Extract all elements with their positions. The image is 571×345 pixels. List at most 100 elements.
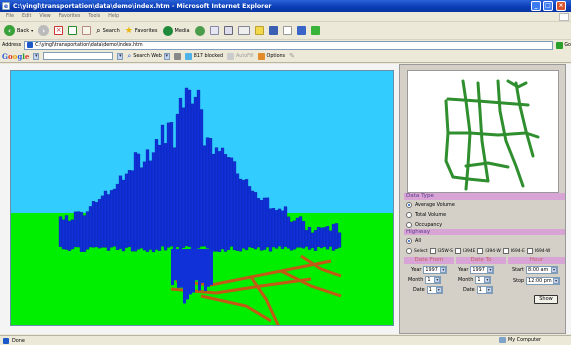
to-year-select[interactable]: 1997 ▾ — [470, 266, 495, 274]
go-button[interactable]: Go — [556, 41, 571, 49]
edit-icon[interactable] — [237, 26, 250, 35]
back-button[interactable]: ‹ Back ▾ — [4, 25, 33, 36]
google-search-input[interactable] — [43, 52, 114, 60]
popup-blocker-button[interactable]: 817 blocked — [184, 52, 223, 60]
google-menu-dropdown[interactable]: ▾ — [33, 52, 40, 60]
radio-average-volume-input[interactable] — [406, 202, 412, 208]
folder-icon[interactable] — [254, 26, 264, 35]
menu-help[interactable]: Help — [108, 14, 120, 19]
to-date-value: 1 — [478, 287, 482, 293]
stop-icon[interactable]: × — [54, 26, 64, 35]
address-label: Address — [2, 42, 22, 48]
chevron-down-icon: ▾ — [440, 267, 447, 273]
volume-bar — [183, 249, 186, 304]
minimize-button[interactable]: _ — [531, 1, 541, 11]
autofill-button[interactable]: AutoFill — [227, 52, 254, 60]
road-segment — [249, 276, 280, 325]
pagerank-icon[interactable] — [173, 52, 181, 60]
from-date-select[interactable]: 1 ▾ — [426, 286, 443, 294]
radio-occupancy[interactable]: Occupancy — [406, 222, 442, 228]
radio-average-volume[interactable]: Average Volume — [406, 202, 455, 208]
stop-hour-select[interactable]: 12:00 pm ▾ — [526, 277, 561, 285]
volume-bar — [199, 109, 204, 247]
security-zone: My Computer — [499, 337, 541, 343]
window-title: C:\yingl\transportation\data\demo\index.… — [13, 2, 272, 10]
radio-occupancy-input[interactable] — [406, 222, 412, 228]
home-icon[interactable] — [82, 26, 92, 35]
close-button[interactable]: × — [556, 1, 566, 11]
research-icon[interactable] — [282, 26, 292, 35]
search-web-label: Search Web — [133, 53, 162, 59]
volume-bar — [274, 210, 279, 249]
volume-bar — [207, 249, 210, 287]
checkbox-i694-w[interactable] — [526, 248, 533, 254]
checkbox-i394-w[interactable] — [477, 248, 484, 254]
volume-bar — [79, 212, 84, 252]
maximize-button[interactable]: □ — [543, 1, 553, 11]
volume-bar — [136, 153, 141, 250]
extra-tool-icon[interactable] — [310, 26, 320, 35]
checkbox-i394e-label: I394E — [462, 248, 476, 254]
search-web-dropdown[interactable]: ▾ — [163, 52, 170, 60]
data-type-heading: Data Type — [404, 193, 565, 200]
volume-bar — [310, 232, 315, 249]
address-bar: Address C:\yingl\transportation\data\dem… — [0, 40, 571, 50]
menu-file[interactable]: File — [6, 14, 15, 19]
radio-select-input[interactable] — [406, 248, 412, 254]
refresh-icon[interactable] — [68, 26, 78, 35]
highway-minimap[interactable] — [407, 70, 559, 193]
volume-bar — [262, 197, 267, 250]
back-dropdown-icon[interactable]: ▾ — [31, 28, 34, 33]
volume-bar — [97, 199, 102, 249]
menu-favorites[interactable]: Favorites — [58, 14, 81, 19]
options-button[interactable]: Options — [257, 52, 285, 60]
volume-bar — [175, 113, 180, 248]
print-icon[interactable] — [223, 26, 233, 35]
checkbox-i694-w-label: I694-W — [534, 248, 551, 254]
volume-bar — [214, 147, 219, 252]
address-input[interactable]: C:\yingl\transportation\data\demo\index.… — [24, 40, 554, 50]
volume-bar — [235, 173, 240, 251]
volume-bar — [217, 151, 222, 252]
from-month-select[interactable]: 1 ▾ — [425, 276, 442, 284]
checkbox-i35w-s[interactable] — [429, 248, 436, 254]
start-hour-field: Start 8:00 am ▾ — [512, 266, 558, 274]
radio-total-volume[interactable]: Total Volume — [406, 212, 446, 218]
menu-edit[interactable]: Edit — [22, 14, 32, 19]
favorites-button[interactable]: ★ Favorites — [125, 26, 158, 36]
search-web-button[interactable]: ⌕ Search Web ▾ — [127, 52, 170, 61]
to-month-select[interactable]: 1 ▾ — [475, 276, 492, 284]
volume-bar — [174, 249, 177, 281]
radio-all-input[interactable] — [406, 238, 412, 244]
radio-all-highways[interactable]: All — [406, 238, 421, 244]
traffic-3d-view[interactable] — [10, 70, 394, 326]
checkbox-i694-e[interactable] — [502, 248, 509, 254]
media-button[interactable]: Media — [162, 25, 190, 36]
to-year-label: Year — [458, 267, 469, 273]
volume-bar — [166, 122, 171, 248]
traffic-3d-scene — [58, 87, 342, 325]
from-date-value: 1 — [428, 287, 432, 293]
radio-total-volume-input[interactable] — [406, 212, 412, 218]
volume-bar — [204, 249, 207, 292]
volume-bar — [328, 230, 333, 247]
checkbox-i394e[interactable] — [454, 248, 461, 254]
media-label: Media — [174, 27, 190, 34]
forward-arrow-icon[interactable]: › — [38, 25, 50, 36]
pen-icon[interactable]: ✎ — [289, 52, 295, 60]
volume-bar — [192, 249, 195, 293]
to-date-select[interactable]: 1 ▾ — [476, 286, 493, 294]
volume-bar — [268, 208, 273, 252]
start-hour-select[interactable]: 8:00 am ▾ — [525, 266, 558, 274]
history-icon[interactable] — [194, 25, 205, 36]
menu-view[interactable]: View — [39, 14, 51, 19]
tool-icon[interactable] — [296, 26, 306, 35]
menu-tools[interactable]: Tools — [88, 14, 101, 19]
volume-bar — [298, 216, 303, 248]
from-year-select[interactable]: 1997 ▾ — [423, 266, 448, 274]
search-button[interactable]: ⌕ Search — [96, 26, 120, 36]
google-search-dropdown[interactable]: ▾ — [117, 52, 124, 60]
messenger-icon[interactable] — [268, 26, 278, 35]
mail-icon[interactable] — [209, 26, 219, 35]
show-button[interactable]: Show — [534, 295, 558, 304]
